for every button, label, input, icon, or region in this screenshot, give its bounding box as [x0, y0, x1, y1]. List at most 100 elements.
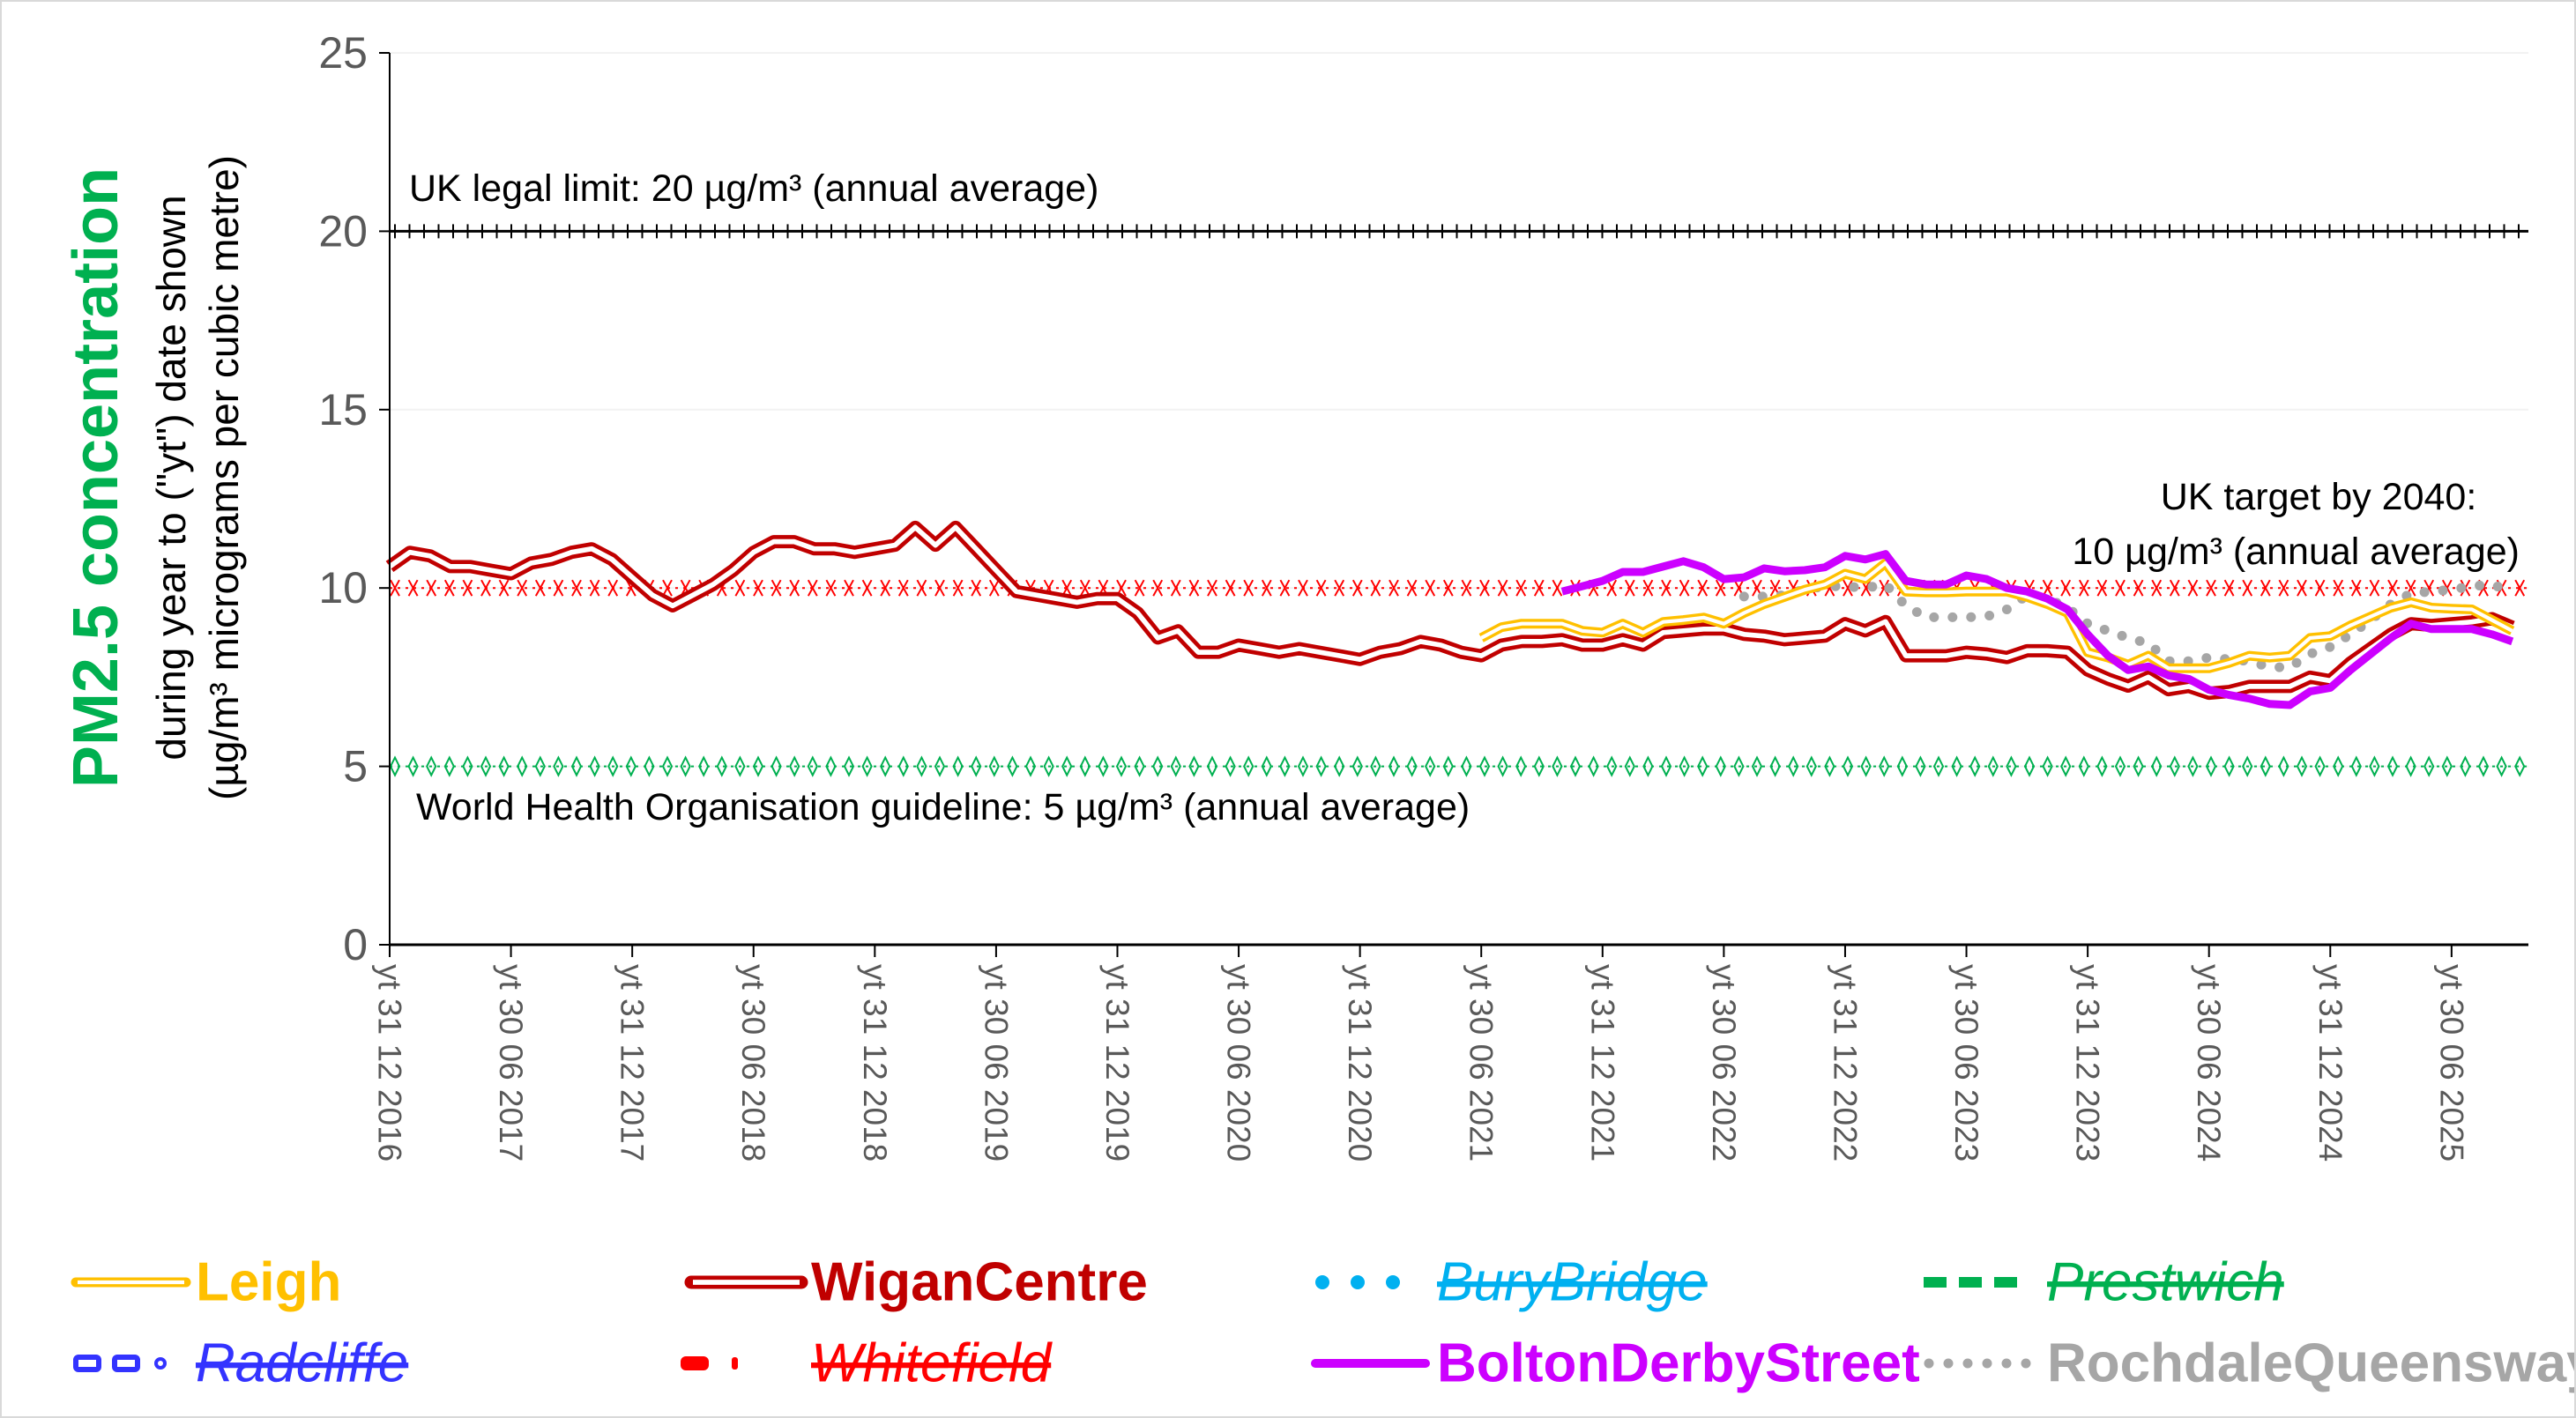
x-tick-labels: yt 31 12 2016 yt 30 06 2017 yt 31 12 2017 y…: [372, 964, 2470, 1162]
diamond-marker: [644, 755, 655, 777]
diamond-marker: [825, 755, 837, 777]
diamond-marker: [2114, 755, 2126, 777]
legend-swatch: [154, 1357, 167, 1370]
diamond-marker: [771, 755, 782, 777]
diamond-marker: [661, 755, 674, 777]
x-marker: [1497, 579, 1508, 597]
diamond-marker: [1406, 755, 1418, 777]
x-marker: [1624, 579, 1635, 597]
diamond-marker: [789, 755, 800, 777]
x-marker: [2278, 579, 2289, 597]
series-lines: [385, 520, 2518, 709]
x-marker: [1188, 579, 1200, 597]
x-marker: [443, 579, 455, 597]
diamond-marker: [2223, 755, 2235, 777]
x-tick-label: yt 31 12 2019: [1099, 964, 1135, 1162]
diamond-marker: [1261, 755, 1272, 777]
x-tick-label: yt 31 12 2021: [1584, 964, 1620, 1162]
diamond-marker: [1769, 755, 1781, 777]
x-marker: [1152, 579, 1164, 597]
diamond-marker: [1642, 755, 1654, 777]
diamond-marker: [1478, 755, 1491, 777]
x-marker: [571, 579, 582, 597]
diamond-marker: [1351, 755, 1363, 777]
diamond-marker: [589, 755, 600, 777]
x-marker: [607, 579, 619, 597]
diamond-marker: [952, 755, 964, 777]
legend-swatch: [73, 1355, 101, 1372]
diamond-marker: [1805, 755, 1817, 777]
legend-label: Radcliffe: [196, 1333, 408, 1394]
x-marker: [988, 579, 1000, 597]
x-marker: [2115, 579, 2126, 597]
legend-item-rochdalequeensway: RochdaleQueensway: [1924, 1333, 2576, 1394]
diamond-marker: [1552, 755, 1563, 777]
diamond-marker: [426, 755, 437, 777]
diamond-marker: [607, 755, 619, 777]
diamond-marker: [1315, 755, 1327, 777]
legend-label: Leigh: [196, 1252, 341, 1313]
x-marker: [2260, 579, 2271, 597]
x-marker: [789, 579, 800, 597]
diamond-marker: [2205, 755, 2217, 777]
x-marker: [861, 579, 873, 597]
x-marker: [807, 579, 818, 597]
diamond-marker: [553, 755, 564, 777]
x-marker: [2333, 579, 2344, 597]
diamond-marker: [1497, 755, 1508, 777]
x-marker: [498, 579, 510, 597]
diamond-marker: [680, 755, 691, 777]
x-marker: [2514, 579, 2526, 597]
legend-item-prestwich: Prestwich: [1924, 1252, 2284, 1313]
diamond-marker: [2060, 755, 2072, 777]
y-tick-label: 15: [318, 385, 368, 434]
legend-item-burybridge: BuryBridge: [1315, 1252, 1708, 1313]
diamond-marker: [480, 755, 492, 777]
x-marker: [1515, 579, 1527, 597]
diamond-marker: [1243, 755, 1254, 777]
legend-label: RochdaleQueensway: [2047, 1333, 2576, 1394]
reference-line-diamond: [389, 755, 2528, 777]
x-marker: [1642, 579, 1654, 597]
diamond-marker: [752, 755, 764, 777]
diamond-marker: [1932, 755, 1945, 777]
diamond-marker: [2386, 755, 2399, 777]
legend-label: BoltonDerbyStreet: [1437, 1333, 1920, 1394]
x-tick-label: yt 30 06 2024: [2191, 964, 2227, 1162]
series-line-inner: [388, 524, 2513, 696]
diamond-marker: [1043, 755, 1054, 777]
uk-legal-limit-annotation: UK legal limit: 20 µg/m³ (annual average…: [409, 167, 1098, 210]
diamond-marker: [462, 755, 473, 777]
y-tick-label: 5: [343, 742, 368, 791]
diamond-marker: [2042, 755, 2053, 777]
x-marker: [1279, 579, 1291, 597]
diamond-marker: [2151, 755, 2163, 777]
x-marker: [2096, 579, 2108, 597]
x-marker: [390, 579, 400, 597]
reference-lines: [389, 224, 2528, 777]
diamond-marker: [916, 755, 927, 777]
diamond-marker: [2023, 755, 2036, 777]
diamond-marker: [2169, 755, 2180, 777]
diamond-marker: [1152, 755, 1164, 777]
x-marker: [971, 579, 982, 597]
x-tick-label: yt 30 06 2023: [1948, 964, 1984, 1162]
x-marker: [2042, 579, 2053, 597]
diamond-marker: [1297, 755, 1309, 777]
diamond-marker: [625, 755, 637, 777]
diamond-marker: [698, 755, 710, 777]
x-marker: [2223, 579, 2235, 597]
x-tick-label: yt 31 12 2023: [2070, 964, 2106, 1162]
legend-swatch: [681, 1356, 709, 1370]
x-marker: [1298, 579, 1308, 597]
x-marker: [1661, 579, 1671, 597]
diamond-marker: [2296, 755, 2308, 777]
diamond-marker: [1461, 755, 1472, 777]
x-marker: [534, 579, 546, 597]
diamond-marker: [534, 755, 546, 777]
x-marker: [1533, 579, 1545, 597]
diamond-marker: [2006, 755, 2017, 777]
diamond-marker: [1606, 755, 1618, 777]
x-tick-label: yt 31 12 2020: [1342, 964, 1378, 1162]
diamond-marker: [716, 755, 727, 777]
